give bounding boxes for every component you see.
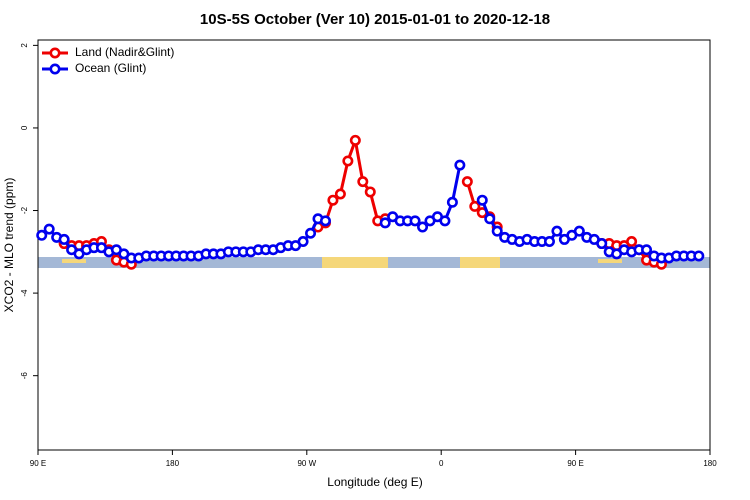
- series-line: [63, 134, 662, 266]
- data-point: [484, 213, 496, 225]
- data-point: [551, 225, 563, 237]
- data-point: [319, 215, 331, 227]
- x-tick-label: 180: [703, 459, 717, 468]
- map-strip: [38, 257, 710, 268]
- x-tick-label: 90 W: [297, 459, 316, 468]
- plot-frame: [37, 39, 711, 451]
- y-tick-label: -4: [20, 289, 29, 297]
- data-point: [469, 200, 481, 212]
- y-tick-label: 0: [20, 125, 29, 130]
- data-point: [417, 221, 429, 233]
- data-point: [454, 159, 466, 171]
- data-point: [439, 215, 451, 227]
- data-point: [543, 235, 555, 247]
- data-point: [58, 233, 70, 245]
- data-point: [409, 215, 421, 227]
- data-point: [342, 155, 354, 167]
- data-point: [327, 194, 339, 206]
- y-tick-label: 2: [20, 43, 29, 48]
- data-point: [461, 176, 473, 188]
- land-strip: [598, 259, 622, 263]
- data-point: [349, 134, 361, 146]
- y-tick-label: -2: [20, 206, 29, 214]
- data-point: [379, 217, 391, 229]
- data-point: [305, 227, 317, 239]
- x-tick-label: 90 E: [567, 459, 583, 468]
- data-point: [357, 176, 369, 188]
- data-point: [446, 196, 458, 208]
- data-point: [476, 194, 488, 206]
- data-point: [334, 188, 346, 200]
- land-strip: [62, 259, 86, 263]
- data-point: [641, 244, 653, 256]
- data-point: [364, 186, 376, 198]
- land-strip: [460, 257, 500, 268]
- data-point: [36, 229, 48, 241]
- data-point: [491, 225, 503, 237]
- y-tick-label: -6: [20, 372, 29, 380]
- x-axis-label: Longitude (deg E): [327, 475, 422, 489]
- data-point: [43, 223, 55, 235]
- legend-label: Land (Nadir&Glint): [75, 45, 174, 59]
- data-point: [297, 235, 309, 247]
- legend-label: Ocean (Glint): [75, 61, 146, 75]
- x-tick-label: 90 E: [30, 459, 46, 468]
- data-point: [693, 250, 705, 262]
- y-axis-label: XCO2 - MLO trend (ppm): [2, 178, 16, 313]
- legend-marker: [49, 47, 61, 59]
- data-point: [626, 235, 638, 247]
- data-point: [573, 225, 585, 237]
- land-strip: [322, 257, 388, 268]
- legend-marker: [49, 63, 61, 75]
- chart-title: 10S-5S October (Ver 10) 2015-01-01 to 20…: [200, 11, 550, 28]
- x-tick-label: 180: [166, 459, 180, 468]
- x-tick-label: 0: [439, 459, 444, 468]
- data-point: [596, 238, 608, 250]
